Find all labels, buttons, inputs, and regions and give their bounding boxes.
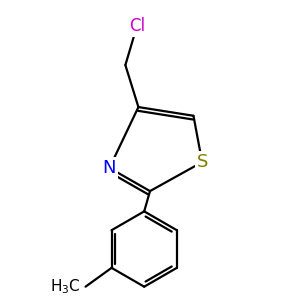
Text: H$_3$C: H$_3$C — [50, 277, 81, 296]
Text: S: S — [196, 153, 208, 171]
Text: N: N — [103, 159, 116, 177]
Text: Cl: Cl — [129, 17, 145, 35]
